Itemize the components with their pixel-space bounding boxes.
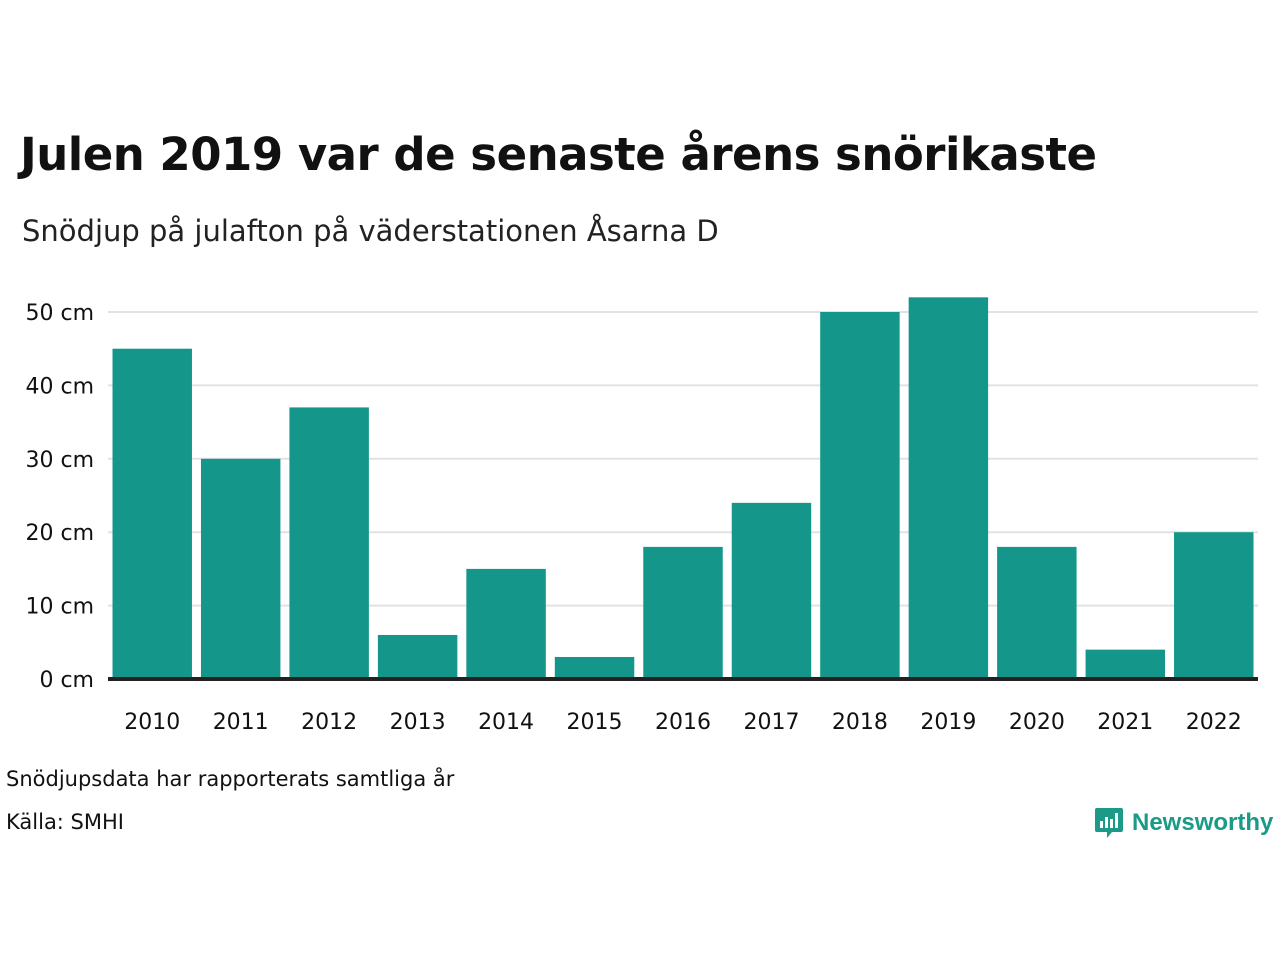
- chart-subtitle: Snödjup på julafton på väderstationen Ås…: [22, 214, 719, 248]
- x-tick-label: 2014: [478, 710, 534, 735]
- bar-2015: [554, 656, 635, 679]
- x-tick-label: 2015: [567, 710, 623, 735]
- y-tick-label: 40 cm: [25, 374, 94, 399]
- x-tick-label: 2011: [213, 710, 269, 735]
- x-tick-label: 2013: [390, 710, 446, 735]
- x-tick-label: 2022: [1186, 710, 1242, 735]
- chart-title: Julen 2019 var de senaste årens snörikas…: [20, 128, 1097, 181]
- y-tick-label: 30 cm: [25, 448, 94, 473]
- y-tick-label: 20 cm: [25, 521, 94, 546]
- x-tick-label: 2017: [743, 710, 799, 735]
- y-tick-label: 0 cm: [39, 668, 94, 693]
- brand-name: Newsworthy: [1132, 809, 1274, 836]
- x-tick-label: 2010: [124, 710, 180, 735]
- x-tick-label: 2021: [1097, 710, 1153, 735]
- y-tick-label: 50 cm: [25, 301, 94, 326]
- bar-2011: [200, 458, 281, 679]
- bar-2021: [1085, 649, 1166, 679]
- x-tick-label: 2020: [1009, 710, 1065, 735]
- bar-2013: [377, 634, 458, 679]
- x-tick-label: 2016: [655, 710, 711, 735]
- brand-logo: Newsworthy: [1094, 806, 1273, 840]
- bar-2018: [820, 312, 900, 679]
- x-axis-ticks: 2010 2011 2012 2013 2014 2015 2016 2017 2018 2019…: [124, 710, 1242, 735]
- bar-2010: [112, 348, 192, 679]
- bar-2022: [1174, 532, 1254, 679]
- footnote: Snödjupsdata har rapporterats samtliga å…: [6, 767, 455, 791]
- bar-2019: [908, 297, 989, 679]
- y-tick-label: 10 cm: [25, 595, 94, 620]
- bar-2020: [997, 546, 1077, 679]
- y-axis-ticks: 0 cm 10 cm 20 cm 30 cm 40 cm 50 cm: [25, 301, 94, 693]
- bar-2012: [289, 407, 369, 679]
- bar-chart-speech-bubble-icon: [1095, 808, 1123, 838]
- bar-2014: [466, 568, 546, 679]
- source-note: Källa: SMHI: [6, 810, 124, 834]
- x-tick-label: 2018: [832, 710, 888, 735]
- bar-2016: [643, 546, 723, 679]
- bar-2017: [731, 502, 812, 679]
- bars: [112, 297, 1254, 679]
- x-tick-label: 2019: [920, 710, 976, 735]
- x-tick-label: 2012: [301, 710, 357, 735]
